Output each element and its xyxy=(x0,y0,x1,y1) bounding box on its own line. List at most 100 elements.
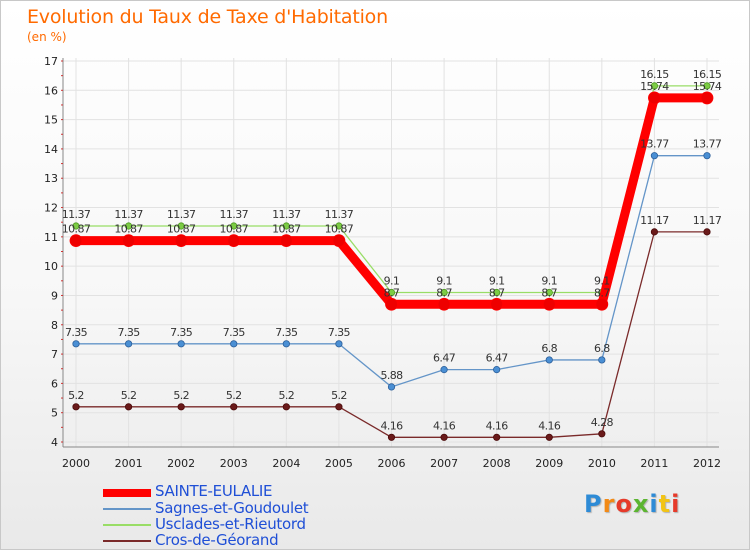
legend-label: SAINTE-EULALIE xyxy=(155,482,273,500)
data-point xyxy=(440,433,448,441)
data-label: 16.15 xyxy=(693,68,722,81)
x-tick-label: 2010 xyxy=(588,457,616,470)
logo-letter: t xyxy=(658,490,672,518)
data-point xyxy=(437,297,451,311)
data-label: 10.87 xyxy=(62,223,91,236)
data-label: 6.47 xyxy=(433,352,456,365)
y-tick-label: 7 xyxy=(51,348,58,361)
data-label: 8.7 xyxy=(384,286,400,299)
y-tick-label: 15 xyxy=(44,114,58,127)
data-point xyxy=(177,340,185,348)
data-label: 4.16 xyxy=(380,419,403,432)
data-label: 11.37 xyxy=(114,208,143,221)
data-label: 11.37 xyxy=(62,208,91,221)
data-point xyxy=(650,152,659,160)
logo-letter: o xyxy=(615,490,633,518)
data-label: 9.1 xyxy=(436,275,452,288)
data-label: 9.1 xyxy=(541,275,557,288)
data-label: 11.37 xyxy=(325,208,354,221)
logo-letter: r xyxy=(602,490,616,518)
data-label: 11.17 xyxy=(640,214,669,227)
data-label: 7.35 xyxy=(118,326,141,339)
data-label: 7.35 xyxy=(328,326,351,339)
data-label: 6.8 xyxy=(594,342,610,355)
data-point xyxy=(598,356,606,364)
data-point xyxy=(227,234,241,248)
data-label: 4.16 xyxy=(486,419,509,432)
data-label: 4.28 xyxy=(591,416,614,429)
data-point xyxy=(440,288,448,297)
data-label: 10.87 xyxy=(114,223,143,236)
logo-letter: i xyxy=(671,490,681,518)
data-point xyxy=(230,222,238,230)
data-label: 13.77 xyxy=(693,138,722,151)
data-label: 9.1 xyxy=(594,275,610,288)
x-tick-label: 2012 xyxy=(693,457,721,470)
legend-label: Sagnes-et-Goudoulet xyxy=(155,499,309,517)
data-label: 9.1 xyxy=(384,275,400,288)
legend-swatch xyxy=(103,508,151,510)
y-tick-label: 17 xyxy=(44,55,58,68)
data-point xyxy=(335,222,343,230)
data-label: 7.35 xyxy=(223,326,246,339)
data-point xyxy=(650,82,659,90)
legend-label: Cros-de-Géorand xyxy=(155,531,279,549)
y-tick-label: 4 xyxy=(51,436,58,449)
data-point xyxy=(648,91,661,105)
x-tick-label: 2000 xyxy=(62,457,90,470)
data-label: 4.16 xyxy=(433,419,456,432)
data-point xyxy=(493,288,501,297)
proxiti-logo: Proxiti xyxy=(584,490,680,518)
data-point xyxy=(387,288,396,297)
data-label: 5.2 xyxy=(226,389,242,402)
data-point xyxy=(332,234,346,248)
data-point xyxy=(703,152,711,160)
data-label: 8.7 xyxy=(489,286,505,299)
data-label: 13.77 xyxy=(640,138,669,151)
x-tick-label: 2011 xyxy=(640,457,668,470)
data-point xyxy=(177,403,185,411)
data-point xyxy=(700,91,714,105)
data-label: 11.37 xyxy=(272,208,301,221)
data-label: 8.7 xyxy=(436,286,452,299)
data-label: 7.35 xyxy=(170,326,193,339)
data-point xyxy=(174,234,188,248)
data-point xyxy=(230,403,238,411)
legend-label: Usclades-et-Rieutord xyxy=(155,515,306,533)
data-label: 10.87 xyxy=(272,223,301,236)
data-label: 5.2 xyxy=(331,389,347,402)
y-tick-label: 12 xyxy=(44,202,58,215)
data-point xyxy=(69,234,83,248)
data-label: 9.1 xyxy=(489,275,505,288)
logo-letter: x xyxy=(632,490,650,518)
data-point xyxy=(545,356,553,364)
chart-subtitle: (en %) xyxy=(27,30,67,44)
data-point xyxy=(335,340,343,348)
data-point xyxy=(650,228,659,236)
data-point xyxy=(72,340,80,348)
data-label: 4.16 xyxy=(538,419,561,432)
y-tick-label: 13 xyxy=(44,172,58,185)
data-point xyxy=(598,430,606,438)
y-tick-label: 10 xyxy=(44,260,58,273)
data-point xyxy=(124,340,133,348)
legend-swatch xyxy=(103,489,151,497)
data-point xyxy=(282,403,290,411)
data-label: 5.88 xyxy=(380,369,403,382)
x-tick-label: 2007 xyxy=(430,457,458,470)
data-point xyxy=(282,222,290,230)
data-label: 5.2 xyxy=(173,389,189,402)
data-point xyxy=(335,403,343,411)
y-tick-label: 16 xyxy=(44,84,58,97)
data-label: 15.74 xyxy=(640,80,669,93)
y-tick-label: 5 xyxy=(51,407,58,420)
y-tick-label: 14 xyxy=(44,143,58,156)
data-point xyxy=(542,297,556,311)
data-label: 7.35 xyxy=(275,326,298,339)
data-point xyxy=(124,403,133,411)
x-tick-label: 2005 xyxy=(325,457,353,470)
data-label: 11.37 xyxy=(220,208,249,221)
data-point xyxy=(72,403,80,411)
data-point xyxy=(122,234,135,248)
